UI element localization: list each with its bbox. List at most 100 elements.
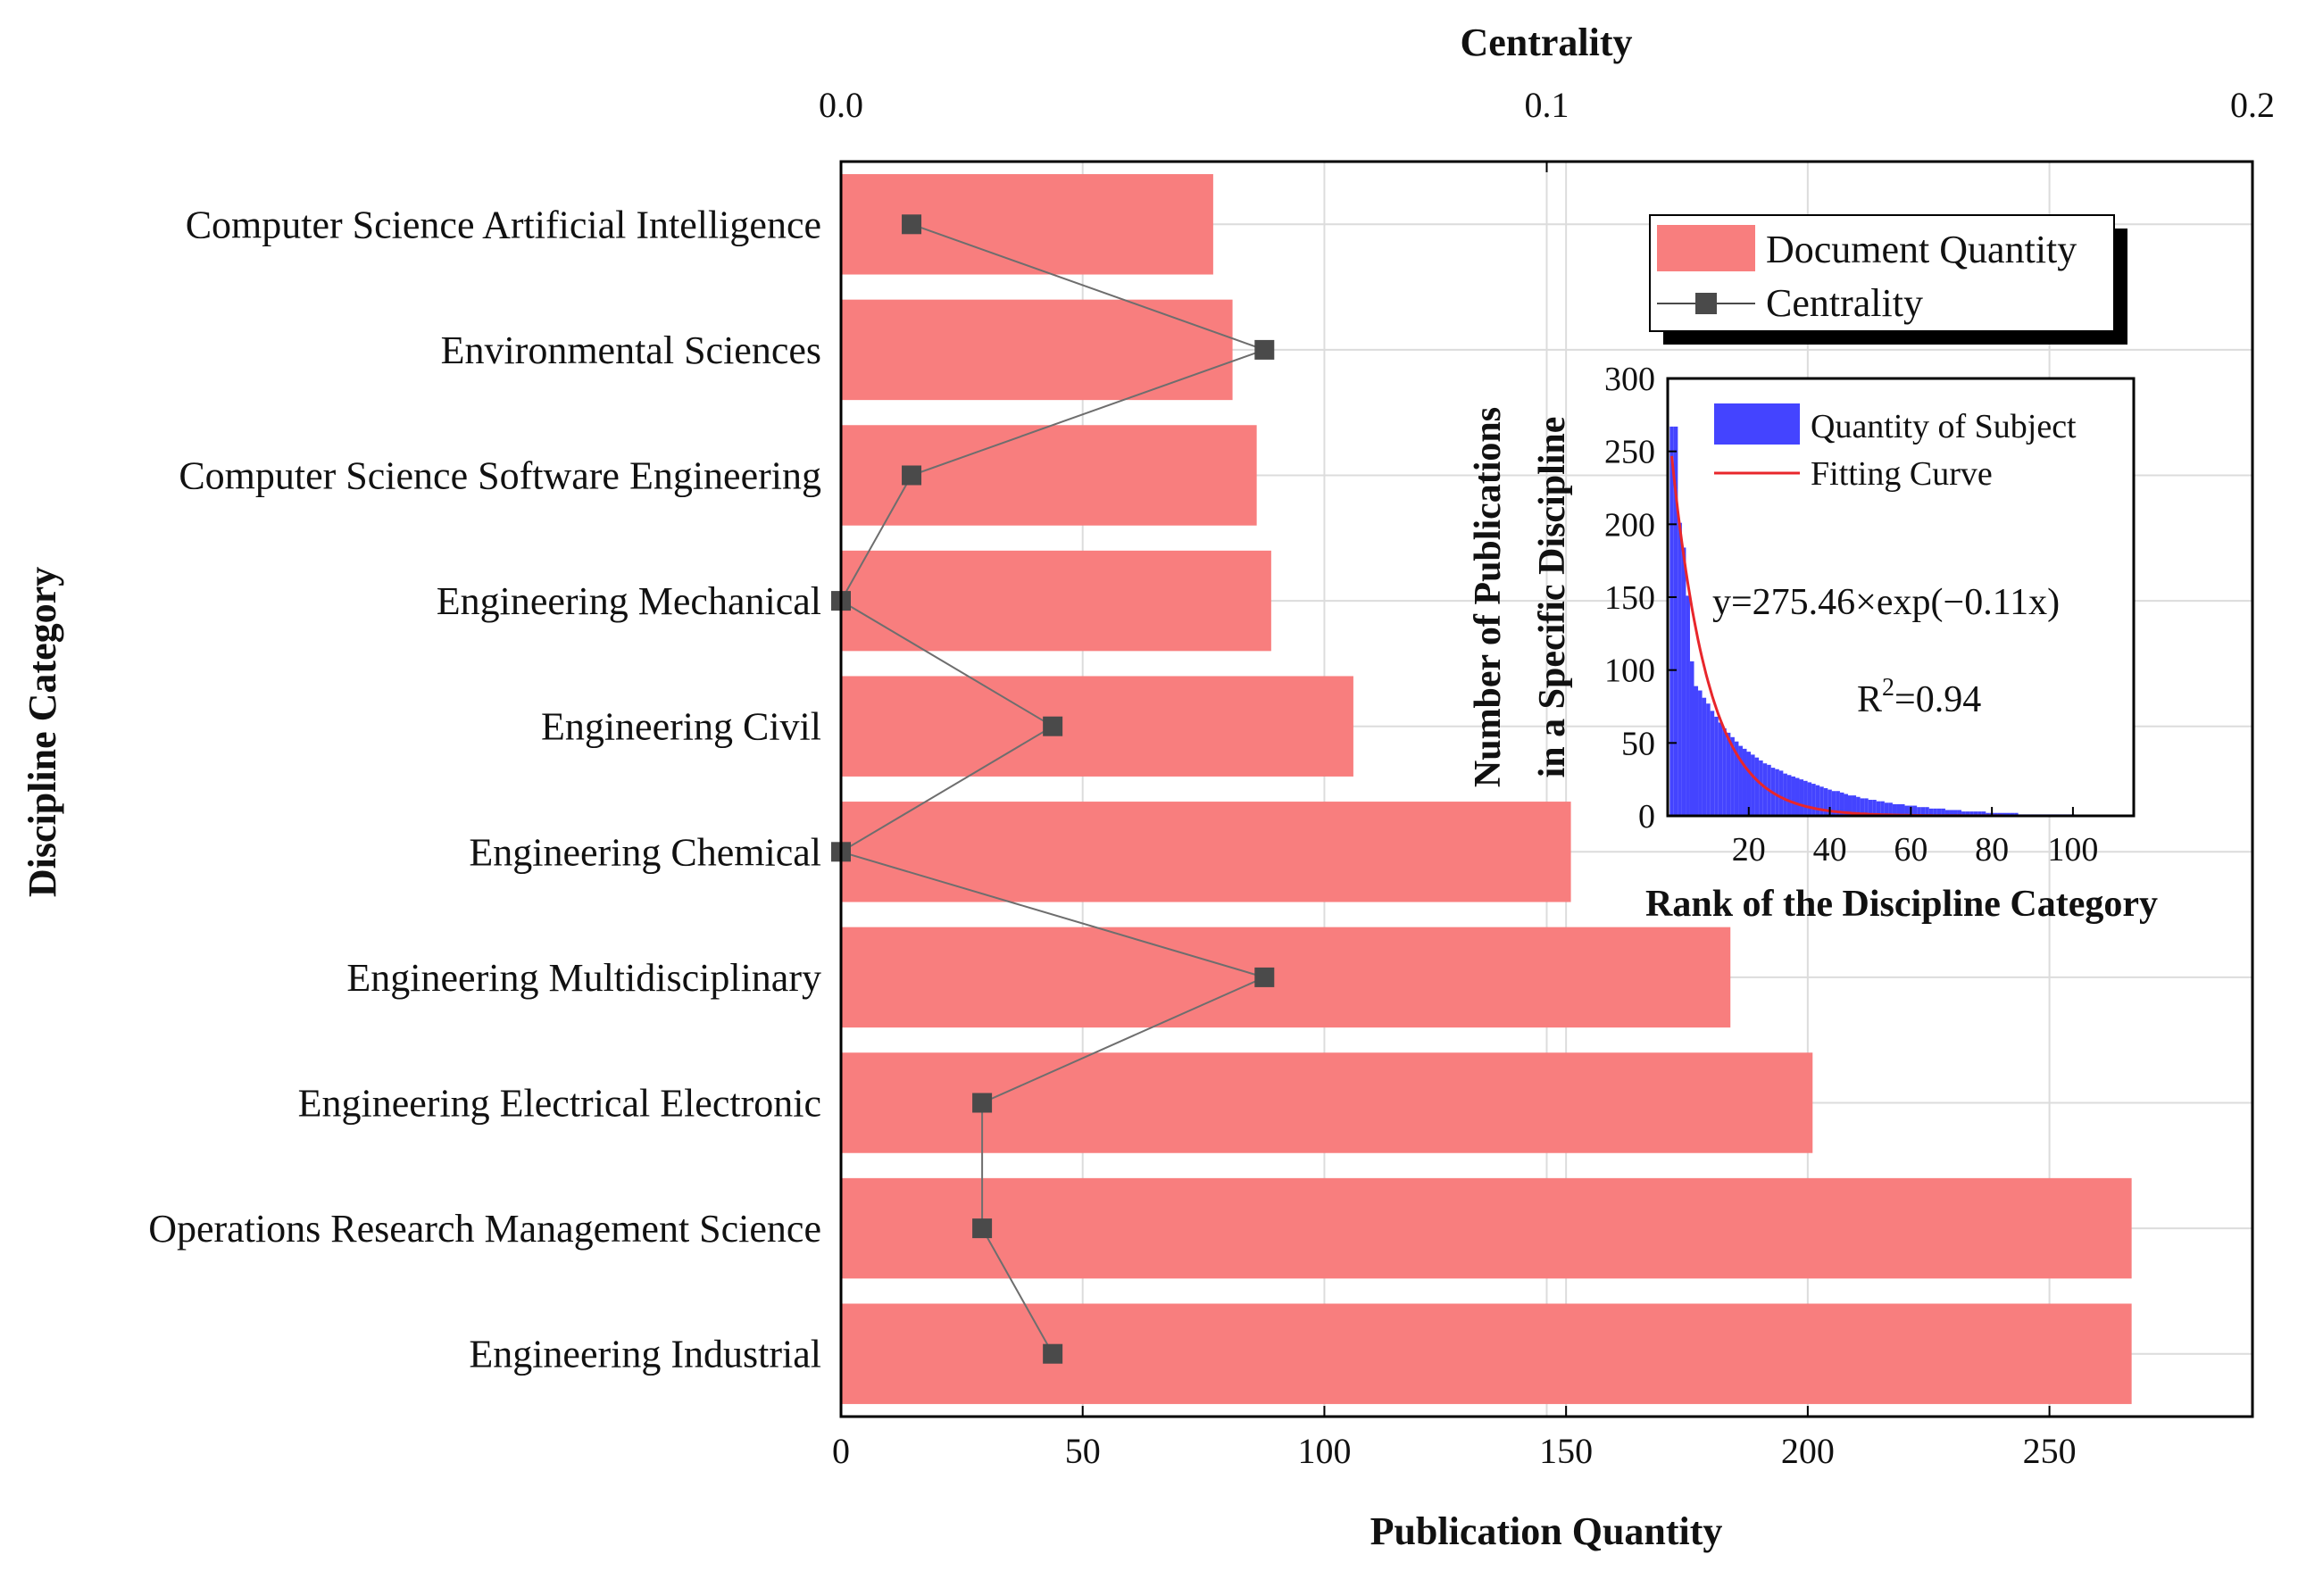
- x-tick-label: 200: [1781, 1431, 1835, 1471]
- inset-bar-52: [1880, 801, 1885, 816]
- legend-bar-swatch: [1657, 225, 1755, 271]
- x2-tick-label: 0.2: [2230, 85, 2275, 125]
- centrality-point-4: [1043, 716, 1063, 736]
- category-label-2: Computer Science Software Engineering: [179, 454, 821, 498]
- inset-bar-8: [1702, 697, 1707, 816]
- inset-bar-12: [1718, 722, 1723, 816]
- inset-bar-17: [1738, 745, 1743, 816]
- inset-bar-30: [1791, 776, 1795, 816]
- inset-bar-36: [1815, 785, 1820, 816]
- inset-bar-80: [1994, 812, 1998, 816]
- inset-bar-11: [1714, 716, 1719, 816]
- inset-bar-29: [1786, 775, 1792, 816]
- category-label-7: Engineering Electrical Electronic: [298, 1082, 821, 1126]
- legend-document-quantity: Document Quantity: [1766, 228, 2077, 271]
- inset-bar-44: [1847, 795, 1853, 816]
- inset-bar-46: [1856, 796, 1861, 816]
- bar-9: [841, 1303, 2132, 1404]
- inset-bar-38: [1823, 787, 1828, 816]
- inset-bar-69: [1949, 810, 1954, 816]
- centrality-point-9: [1043, 1343, 1063, 1364]
- left-axis-title: Discipline Category: [21, 567, 64, 897]
- legend-marker-swatch: [1695, 293, 1717, 314]
- centrality-point-6: [1254, 967, 1275, 987]
- category-label-1: Environmental Sciences: [441, 328, 821, 372]
- inset-x-tick-label: 20: [1732, 831, 1766, 869]
- category-labels: Computer Science Artificial Intelligence…: [148, 203, 821, 1376]
- bar-7: [841, 1052, 1813, 1153]
- inset-bar-74: [1969, 811, 1974, 816]
- inset-bar-31: [1794, 777, 1800, 816]
- inset-bar-78: [1986, 812, 1990, 816]
- inset-bar-32: [1799, 779, 1804, 816]
- bottom-axis-ticks: 0 50 100 150 200 250: [832, 1406, 2077, 1471]
- inset-bar-34: [1807, 782, 1812, 816]
- x-tick-label: 0: [832, 1431, 850, 1471]
- inset-bar-85: [2014, 812, 2019, 816]
- bottom-axis-title: Publication Quantity: [1370, 1509, 1723, 1553]
- inset-bar-26: [1775, 769, 1779, 816]
- top-axis-ticks: 0.0 0.1 0.2: [819, 85, 2275, 172]
- inset-x-tick-label: 100: [2047, 831, 2098, 869]
- inset-bar-13: [1722, 728, 1727, 816]
- centrality-point-2: [902, 465, 922, 486]
- inset-bar-64: [1928, 808, 1934, 816]
- bar-4: [841, 676, 1353, 777]
- category-label-6: Engineering Multidisciplinary: [346, 956, 821, 1000]
- inset-bar-62: [1920, 807, 1926, 816]
- inset-bar-81: [1997, 812, 2002, 816]
- inset-bar-55: [1892, 803, 1897, 816]
- inset-bar-35: [1811, 784, 1816, 816]
- inset-bar-63: [1925, 807, 1929, 816]
- inset-legend-quantity: Quantity of Subject: [1811, 408, 2077, 445]
- inset-bar-76: [1977, 811, 1982, 816]
- inset-bar-54: [1888, 802, 1893, 816]
- inset-bar-21: [1754, 757, 1760, 816]
- category-label-4: Engineering Civil: [541, 705, 821, 749]
- inset-bar-70: [1953, 810, 1958, 816]
- inset-equation: y=275.46×exp(−0.11x): [1712, 582, 2060, 623]
- inset-bar-39: [1828, 789, 1832, 816]
- inset-y-tick-label: 200: [1604, 506, 1655, 544]
- inset-bar-65: [1933, 808, 1937, 816]
- inset-bar-73: [1965, 811, 1970, 816]
- inset-bar-75: [1973, 811, 1978, 816]
- inset-y-tick-label: 100: [1604, 653, 1655, 690]
- centrality-line: [831, 214, 1275, 1364]
- inset-bar-60: [1912, 805, 1918, 816]
- inset-bar-84: [2010, 812, 2015, 816]
- inset-y-title-line2: in a Specific Discipline: [1532, 417, 1573, 778]
- category-label-9: Engineering Industrial: [469, 1333, 821, 1376]
- inset-bar-71: [1957, 810, 1962, 816]
- inset-bar-33: [1803, 780, 1808, 816]
- inset-bar-68: [1944, 810, 1950, 816]
- inset-x-tick-label: 60: [1894, 831, 1927, 869]
- inset-bar-40: [1831, 791, 1836, 816]
- inset-bar-48: [1864, 798, 1869, 816]
- inset-y-tick-label: 150: [1604, 579, 1655, 617]
- r2-value: =0.94: [1894, 679, 1981, 720]
- inset-bar-37: [1819, 786, 1824, 816]
- inset-bar-82: [2002, 812, 2007, 816]
- bar-6: [841, 927, 1731, 1028]
- inset-bar-14: [1726, 732, 1731, 816]
- x-tick-label: 50: [1065, 1431, 1101, 1471]
- inset-bar-61: [1917, 807, 1921, 816]
- inset-x-tick-label: 40: [1813, 831, 1847, 869]
- inset-bar-9: [1706, 703, 1711, 816]
- bar-3: [841, 550, 1271, 652]
- x-tick-label: 100: [1297, 1431, 1351, 1471]
- centrality-point-8: [972, 1218, 993, 1239]
- inset-chart: 20 40 60 80 100 0 50 100 150 200 250 300 Quantity …: [1468, 361, 2158, 925]
- inset-y-ticks: 0 50 100 150 200 250 300: [1604, 361, 1677, 835]
- bar-0: [841, 174, 1213, 275]
- inset-bar-22: [1759, 760, 1763, 816]
- inset-bar-0: [1669, 426, 1674, 816]
- inset-bar-2: [1678, 522, 1682, 816]
- inset-bar-23: [1762, 763, 1768, 816]
- inset-bar-47: [1860, 798, 1865, 816]
- legend-centrality: Centrality: [1766, 281, 1923, 325]
- inset-y-tick-label: 250: [1604, 434, 1655, 471]
- centrality-polyline: [838, 223, 1268, 1355]
